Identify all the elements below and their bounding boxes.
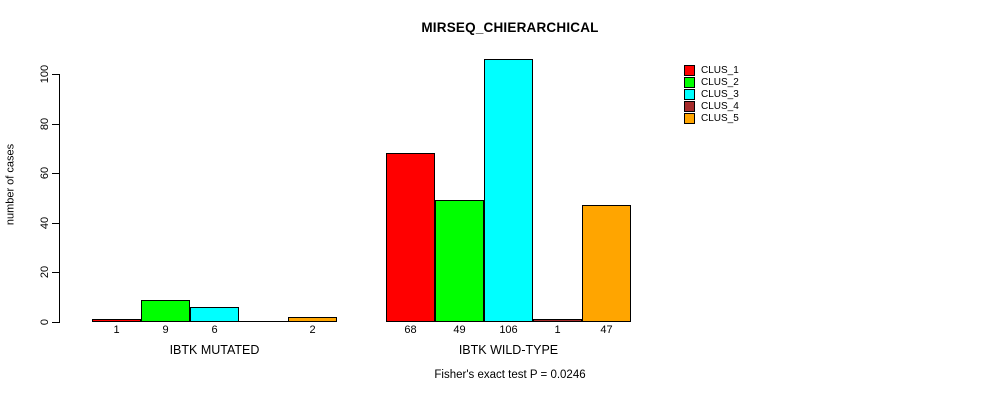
- x-axis-category-label: IBTK WILD-TYPE: [458, 343, 559, 357]
- y-axis-tick-label: 60: [39, 166, 51, 180]
- bar-clus_3-2: [484, 59, 533, 322]
- legend-color-swatch: [684, 77, 695, 88]
- y-axis-tick: [52, 173, 59, 174]
- y-axis-tick-label: 20: [39, 265, 51, 279]
- legend-color-swatch: [684, 113, 695, 124]
- legend-item: CLUS_1: [684, 65, 739, 77]
- legend-item: CLUS_2: [684, 77, 739, 89]
- chart-title: MIRSEQ_CHIERARCHICAL: [421, 20, 599, 35]
- bar-value-label: 47: [600, 324, 613, 336]
- bar-value-label: 68: [404, 324, 417, 336]
- bar-clus_3-1: [190, 307, 239, 322]
- y-axis-tick-label: 40: [39, 216, 51, 230]
- y-axis-tick: [52, 74, 59, 75]
- legend-item: CLUS_3: [684, 89, 739, 101]
- y-axis-title: number of cases: [4, 143, 17, 226]
- bar-value-label: 2: [309, 324, 316, 336]
- y-axis-tick: [52, 322, 59, 323]
- bar-clus_5-2: [582, 205, 631, 322]
- legend-color-swatch: [684, 101, 695, 112]
- legend-item: CLUS_5: [684, 113, 739, 125]
- bar-clus_2-2: [435, 200, 484, 322]
- bar-value-label: 1: [554, 324, 561, 336]
- legend: CLUS_1 CLUS_2 CLUS_3 CLUS_4 CLUS_5: [684, 65, 739, 125]
- bar-value-label: 49: [453, 324, 466, 336]
- bar-clus_4-2: [533, 319, 582, 322]
- y-axis-tick: [52, 223, 59, 224]
- legend-item: CLUS_4: [684, 101, 739, 113]
- y-axis-tick: [52, 272, 59, 273]
- x-axis-category-label: IBTK MUTATED: [169, 343, 260, 357]
- bar-value-label: 9: [162, 324, 169, 336]
- bar-value-label: 1: [113, 324, 120, 336]
- bar-clus_1-1: [92, 319, 141, 322]
- fisher-test-annotation: Fisher's exact test P = 0.0246: [434, 369, 586, 381]
- legend-color-swatch: [684, 65, 695, 76]
- bar-clus_2-1: [141, 300, 190, 322]
- legend-label: CLUS_5: [701, 113, 739, 124]
- legend-label: CLUS_3: [701, 89, 739, 100]
- bar-clus_1-2: [386, 153, 435, 322]
- bar-value-label: 6: [211, 324, 218, 336]
- y-axis-tick: [52, 124, 59, 125]
- legend-color-swatch: [684, 89, 695, 100]
- bar-clus_4-1: [239, 321, 288, 322]
- y-axis-line: [59, 74, 60, 323]
- legend-label: CLUS_4: [701, 101, 739, 112]
- legend-label: CLUS_1: [701, 65, 739, 76]
- bar-clus_5-1: [288, 317, 337, 322]
- legend-label: CLUS_2: [701, 77, 739, 88]
- y-axis-tick-label: 0: [39, 318, 51, 326]
- y-axis-tick-label: 80: [39, 117, 51, 131]
- y-axis-tick-label: 100: [39, 64, 51, 84]
- bar-value-label: 106: [499, 324, 518, 336]
